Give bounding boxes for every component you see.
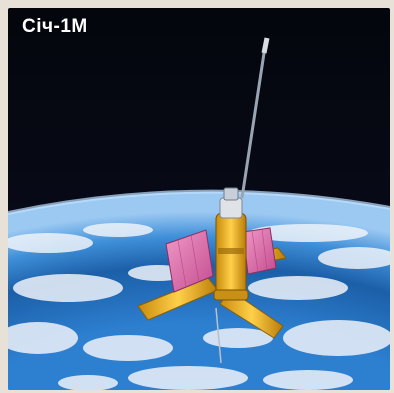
sensor-head bbox=[223, 187, 239, 201]
instrument-module bbox=[219, 197, 243, 219]
satellite-illustration bbox=[8, 8, 390, 390]
lower-boom bbox=[215, 307, 222, 364]
atmosphere-glow bbox=[8, 189, 390, 215]
solar-panel-right bbox=[242, 227, 277, 275]
satellite-photo: Січ-1М bbox=[8, 8, 390, 390]
satellite-name-label: Січ-1М bbox=[22, 16, 88, 37]
clouds bbox=[8, 223, 390, 390]
body-base bbox=[213, 289, 249, 301]
antenna-boom bbox=[240, 39, 268, 199]
antenna-tip bbox=[261, 37, 270, 54]
solar-panel-left bbox=[165, 229, 214, 293]
body-band bbox=[218, 248, 244, 254]
